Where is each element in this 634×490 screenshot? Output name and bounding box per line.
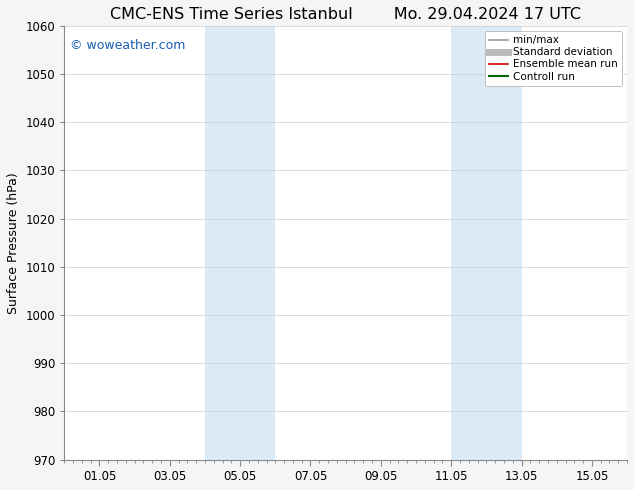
Bar [451,26,522,460]
Y-axis label: Surface Pressure (hPa): Surface Pressure (hPa) [7,172,20,314]
Text: © woweather.com: © woweather.com [70,39,185,52]
Title: CMC-ENS Time Series Istanbul        Mo. 29.04.2024 17 UTC: CMC-ENS Time Series Istanbul Mo. 29.04.2… [110,7,581,22]
Legend: min/max, Standard deviation, Ensemble mean run, Controll run: min/max, Standard deviation, Ensemble me… [485,31,622,86]
Bar [205,26,275,460]
